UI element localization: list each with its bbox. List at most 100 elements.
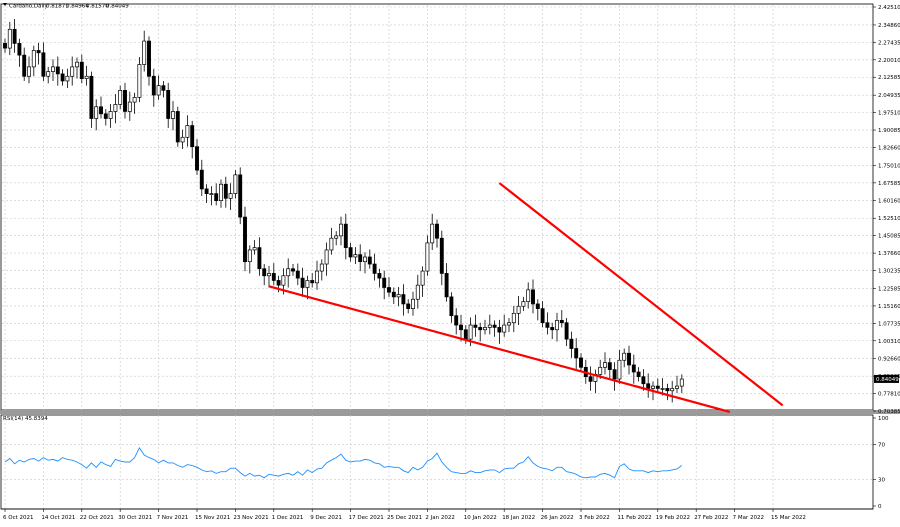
date-tick-label: 30 Oct 2021 <box>118 515 152 521</box>
price-tick-label: 1.82660 <box>878 145 900 151</box>
candle-bearish <box>627 352 631 366</box>
candle-bearish <box>387 287 391 293</box>
candle-bearish <box>300 277 305 288</box>
candle-bearish <box>204 188 209 194</box>
candle-bullish <box>46 71 51 77</box>
candle-bullish <box>598 366 603 375</box>
current-price-box <box>874 374 899 383</box>
candle-bullish <box>324 249 329 265</box>
date-tick-label: 18 Jan 2022 <box>502 515 535 521</box>
candle-bullish <box>487 324 492 328</box>
price-tick-label: 1.30235 <box>878 269 900 275</box>
candle-bearish <box>55 66 60 75</box>
candle-bearish <box>348 247 353 258</box>
candle-bearish <box>166 89 171 119</box>
candle-bullish <box>483 327 487 331</box>
date-tick-label: 15 Nov 2021 <box>195 515 230 521</box>
date-tick-label: 17 Dec 2021 <box>349 515 384 521</box>
candle-bullish <box>108 111 113 119</box>
candle-bearish <box>435 223 439 239</box>
price-tick-label: 0.70385 <box>878 409 900 415</box>
candle-bearish <box>36 50 41 54</box>
candle-bearish <box>391 291 396 298</box>
candle-bearish <box>99 106 103 115</box>
trendline-lower-support[interactable] <box>268 285 731 413</box>
candle-bullish <box>411 298 415 309</box>
open-value: 0.81871 <box>46 4 69 10</box>
candle-bullish <box>171 111 175 119</box>
candle-bullish <box>339 223 343 237</box>
candle-bearish <box>564 322 569 340</box>
rsi-tick-label: 30 <box>878 478 885 484</box>
candle-bullish <box>396 294 401 298</box>
price-tick-label: 2.04935 <box>878 93 900 99</box>
candle-bearish <box>463 329 468 340</box>
candle-bearish <box>243 216 247 263</box>
candle-bullish <box>180 136 185 143</box>
low-value: 0.81570 <box>86 4 109 10</box>
candle-bearish <box>223 183 228 199</box>
price-tick-label: 1.75010 <box>878 163 900 169</box>
candle-bullish <box>185 125 190 138</box>
rsi-line <box>4 447 683 479</box>
date-tick-label: 9 Dec 2021 <box>310 515 342 521</box>
symbol-menu-arrow-icon[interactable] <box>3 3 7 6</box>
candle-bearish <box>454 315 459 326</box>
candle-bullish <box>127 101 132 112</box>
candle-bullish <box>521 301 526 307</box>
panel-separator[interactable] <box>0 410 900 414</box>
candle-bearish <box>559 320 564 324</box>
price-tick-label: 1.15160 <box>878 304 900 310</box>
candle-bullish <box>94 106 99 119</box>
price-tick-label: 2.42510 <box>878 5 900 11</box>
candle-bullish <box>281 275 286 286</box>
candle-bearish <box>531 289 535 305</box>
candle-bearish <box>3 43 7 49</box>
price-tick-label: 1.07735 <box>878 321 900 327</box>
candle-bearish <box>214 193 219 202</box>
candle-bearish <box>607 362 612 371</box>
candle-bearish <box>123 89 127 112</box>
candle-bearish <box>641 376 646 385</box>
date-tick-label: 22 Oct 2021 <box>80 515 114 521</box>
trendline-upper-resistance[interactable] <box>498 182 784 407</box>
candle-bullish <box>319 263 324 272</box>
date-tick-label: 6 Oct 2021 <box>3 515 34 521</box>
candle-bullish <box>603 362 607 368</box>
candle-bullish <box>27 66 31 77</box>
candle-bullish <box>651 385 655 389</box>
candle-bullish <box>617 359 622 380</box>
candle-bearish <box>655 385 660 389</box>
candle-bullish <box>425 242 430 272</box>
current-price-label: 0.84049 <box>876 377 899 383</box>
candle-bearish <box>60 73 65 82</box>
candle-bearish <box>588 376 593 382</box>
candle-bullish <box>51 66 55 72</box>
candle-bullish <box>675 385 679 389</box>
candle-bearish <box>199 169 204 190</box>
candle-bearish <box>535 303 540 309</box>
candle-bullish <box>468 324 473 340</box>
candle-bearish <box>295 270 300 279</box>
close-value: 0.84049 <box>106 4 129 10</box>
candle-bearish <box>646 383 651 389</box>
candle-bullish <box>315 270 319 284</box>
candle-bearish <box>473 324 478 328</box>
candle-bullish <box>516 305 521 314</box>
candle-bearish <box>612 369 617 380</box>
price-tick-label: 2.12585 <box>878 75 900 81</box>
candle-bearish <box>271 273 276 281</box>
candle-bearish <box>569 338 574 349</box>
candle-bullish <box>7 28 12 49</box>
candle-bullish <box>247 249 252 263</box>
candle-bearish <box>358 254 363 263</box>
candle-bullish <box>84 75 89 79</box>
price-tick-label: 1.60160 <box>878 198 900 204</box>
candle-bearish <box>276 280 281 286</box>
candle-bearish <box>147 40 151 77</box>
candle-bearish <box>444 273 449 298</box>
candle-bearish <box>636 371 641 378</box>
date-tick-label: 7 Mar 2022 <box>733 515 764 521</box>
candle-bullish <box>31 50 36 68</box>
